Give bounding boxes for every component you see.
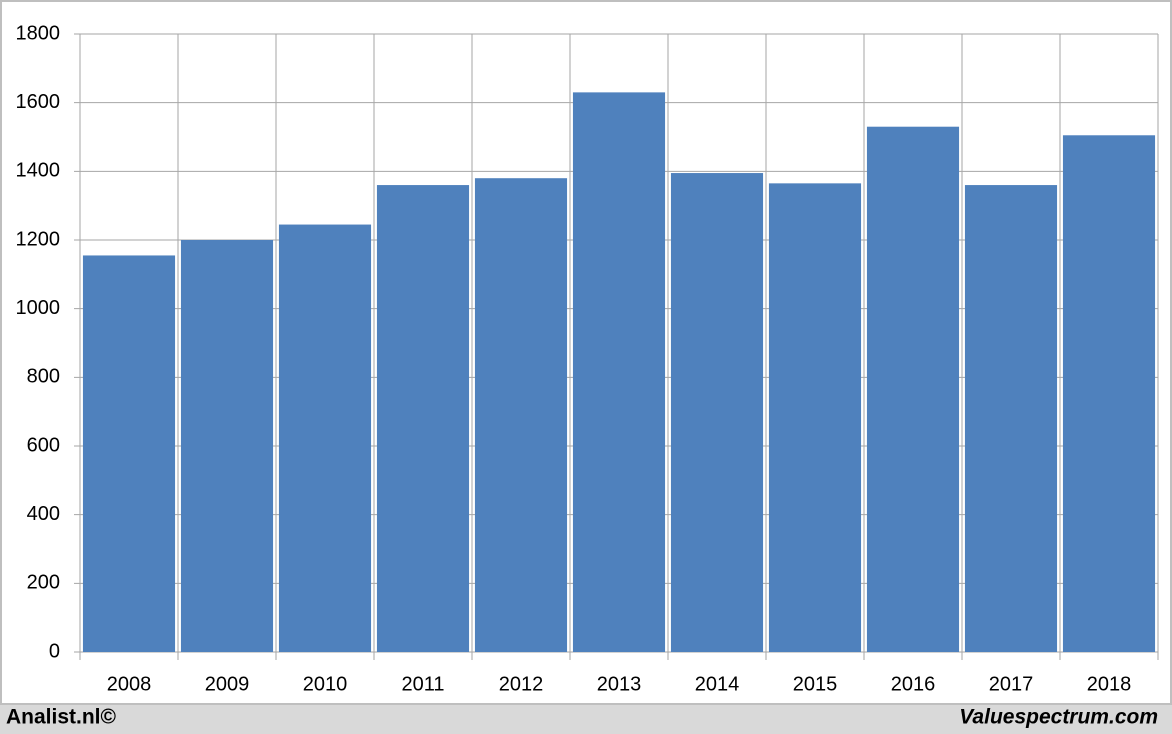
bar <box>376 185 470 653</box>
bar <box>82 255 176 652</box>
y-tick-label: 1000 <box>16 297 61 319</box>
x-tick-label: 2011 <box>401 673 444 695</box>
y-tick-label: 200 <box>27 572 60 594</box>
x-tick-label: 2010 <box>303 673 348 695</box>
bar <box>474 178 568 652</box>
x-tick-label: 2014 <box>695 673 740 695</box>
y-tick-label: 800 <box>27 366 60 388</box>
x-tick-label: 2013 <box>597 673 642 695</box>
x-tick-label: 2008 <box>107 673 152 695</box>
y-tick-label: 600 <box>27 434 60 456</box>
bar <box>964 185 1058 653</box>
x-tick-label: 2009 <box>205 673 250 695</box>
bar <box>768 183 862 652</box>
bar <box>180 240 274 652</box>
y-tick-label: 1400 <box>16 160 61 182</box>
bar <box>866 126 960 652</box>
footer-left: Analist.nl© <box>6 706 117 729</box>
bar <box>670 173 764 653</box>
x-tick-label: 2017 <box>989 673 1034 695</box>
x-tick-label: 2015 <box>793 673 838 695</box>
x-tick-label: 2016 <box>891 673 936 695</box>
y-tick-label: 0 <box>49 640 60 662</box>
bar <box>278 224 372 653</box>
x-tick-label: 2018 <box>1087 673 1132 695</box>
y-tick-label: 1200 <box>16 228 61 250</box>
y-tick-label: 400 <box>27 503 60 525</box>
y-tick-label: 1600 <box>16 91 61 113</box>
y-tick-label: 1800 <box>16 22 61 44</box>
bar <box>1062 135 1156 653</box>
bar <box>572 92 666 652</box>
x-tick-label: 2012 <box>499 673 544 695</box>
footer-right: Valuespectrum.com <box>959 706 1158 729</box>
